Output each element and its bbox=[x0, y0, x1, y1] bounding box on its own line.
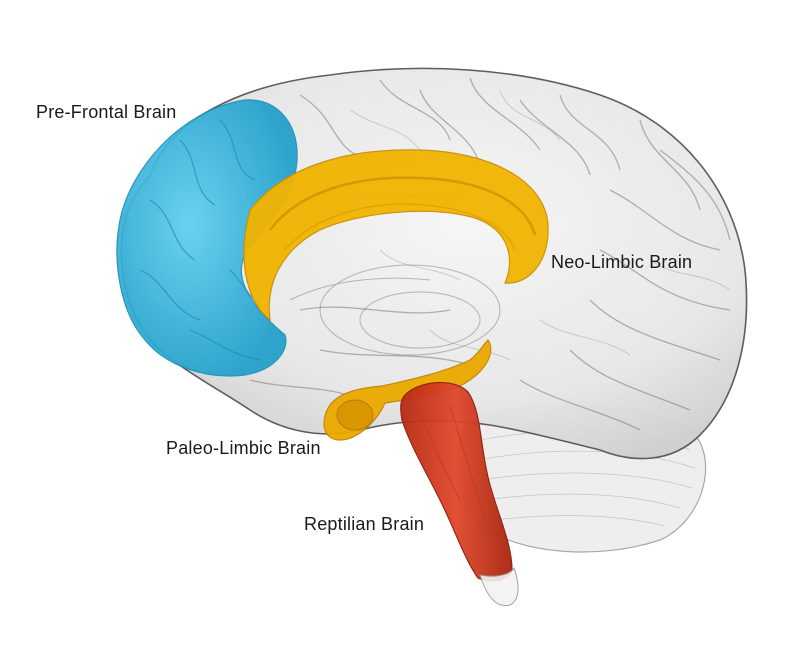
reptilian-label: Reptilian Brain bbox=[304, 513, 424, 535]
paleolimbic-label: Paleo-Limbic Brain bbox=[166, 437, 321, 459]
prefrontal-label: Pre-Frontal Brain bbox=[36, 101, 176, 123]
neolimbic-label: Neo-Limbic Brain bbox=[551, 251, 692, 273]
